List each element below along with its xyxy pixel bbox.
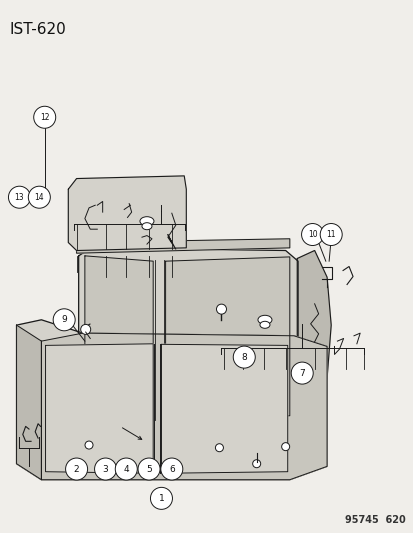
Text: 2: 2 [74,465,79,473]
Circle shape [33,106,56,128]
Polygon shape [41,333,326,480]
Circle shape [28,186,50,208]
Circle shape [138,458,160,480]
Text: 11: 11 [326,230,335,239]
Polygon shape [17,320,326,480]
Text: 10: 10 [307,230,317,239]
Text: 1: 1 [158,494,164,503]
Text: IST-620: IST-620 [10,22,66,37]
Circle shape [160,458,183,480]
Circle shape [216,304,226,314]
Circle shape [115,458,137,480]
Circle shape [281,442,289,451]
Text: 13: 13 [14,193,24,201]
Ellipse shape [257,316,271,324]
Ellipse shape [140,217,154,225]
Text: 14: 14 [34,193,44,201]
Text: 9: 9 [61,316,67,324]
Text: 4: 4 [123,465,129,473]
Ellipse shape [259,321,269,328]
Text: 8: 8 [241,353,247,361]
Text: 6: 6 [169,465,174,473]
Circle shape [150,487,172,510]
Circle shape [8,186,31,208]
Polygon shape [78,248,297,448]
Polygon shape [17,325,41,480]
Text: 5: 5 [146,465,152,473]
Text: 7: 7 [299,369,304,377]
Circle shape [215,443,223,452]
Circle shape [319,223,342,246]
Polygon shape [45,344,153,473]
Circle shape [233,346,255,368]
Circle shape [65,458,88,480]
Circle shape [94,458,116,480]
Circle shape [53,309,75,331]
Circle shape [301,223,323,246]
Polygon shape [85,256,153,421]
Circle shape [85,441,93,449]
Polygon shape [297,251,330,437]
Text: 12: 12 [40,113,49,122]
Polygon shape [165,257,289,421]
Text: 95745  620: 95745 620 [344,515,405,525]
Circle shape [290,362,313,384]
Circle shape [252,459,260,468]
Polygon shape [76,239,289,253]
Circle shape [81,325,90,334]
Polygon shape [161,344,287,473]
Polygon shape [68,176,186,251]
Text: 3: 3 [102,465,108,473]
Ellipse shape [142,223,152,230]
